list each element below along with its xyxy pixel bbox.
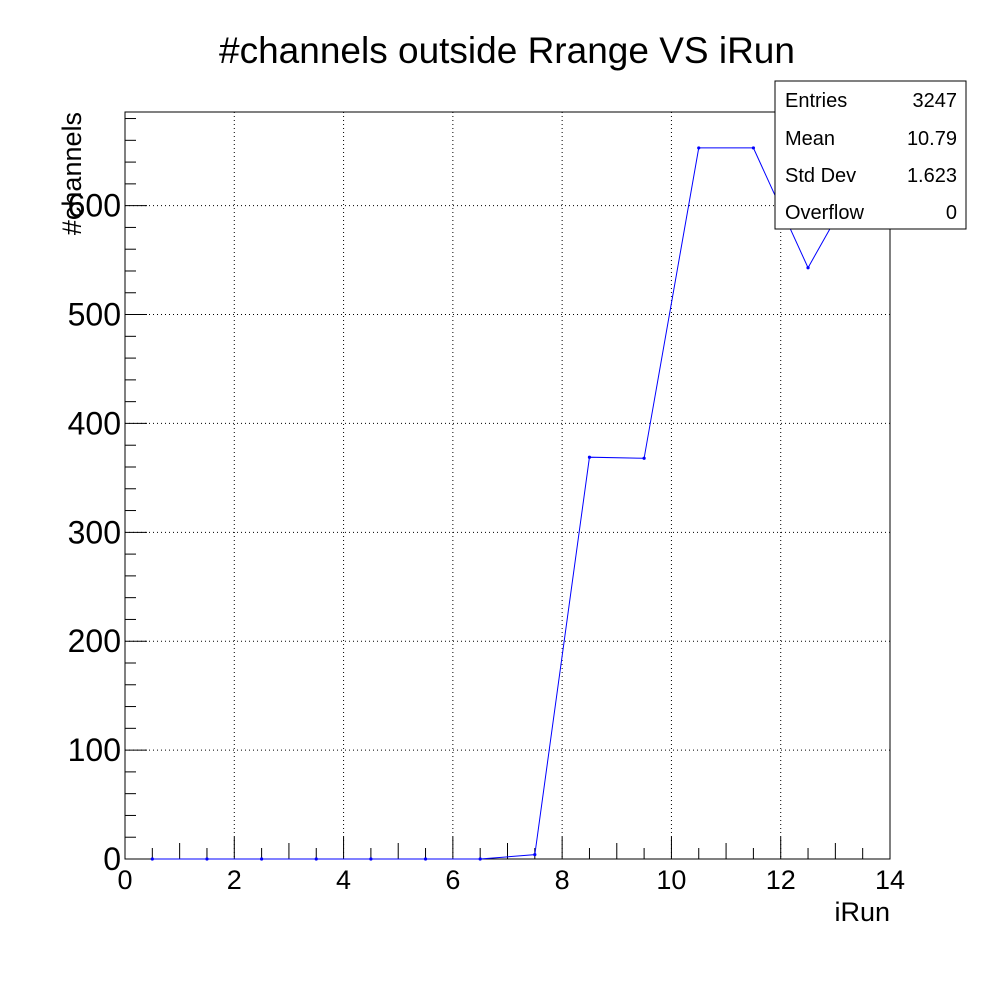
y-axis-tick-labels: 0 100 200 300 400 500 600: [68, 188, 121, 877]
data-point: [423, 857, 428, 861]
data-point: [314, 857, 318, 861]
x-tick-label: 12: [766, 865, 796, 895]
data-point: [806, 266, 810, 270]
data-point: [587, 455, 592, 459]
y-tick-label: 0: [103, 841, 121, 877]
x-tick-label: 6: [445, 865, 460, 895]
x-axis-label: iRun: [834, 897, 890, 927]
y-tick-label: 200: [68, 623, 121, 659]
x-tick-label: 14: [875, 865, 905, 895]
stats-mean-value: 10.79: [907, 128, 957, 150]
stats-overflow-label: Overflow: [785, 202, 864, 224]
stats-stddev-value: 1.623: [907, 165, 957, 187]
data-point: [533, 853, 537, 857]
data-point: [642, 456, 646, 460]
y-tick-label: 400: [68, 405, 121, 441]
stats-stddev-label: Std Dev: [785, 165, 856, 187]
x-tick-label: 4: [336, 865, 351, 895]
y-tick-label: 600: [68, 188, 121, 224]
data-point: [751, 146, 755, 150]
series-line: [152, 147, 864, 860]
stats-mean-label: Mean: [785, 128, 835, 150]
grid-lines: [125, 112, 890, 859]
stats-overflow-value: 0: [946, 202, 957, 224]
stats-entries-label: Entries: [785, 90, 847, 112]
stats-entries-value: 3247: [913, 90, 958, 112]
x-tick-label: 2: [227, 865, 242, 895]
axis-minor-ticks: [124, 118, 891, 860]
x-tick-label: 0: [117, 865, 132, 895]
y-axis-label: #channels: [57, 112, 87, 235]
y-tick-label: 100: [68, 732, 121, 768]
data-point: [205, 857, 209, 861]
chart-title: #channels outside Rrange VS iRun: [219, 30, 795, 71]
data-point: [697, 146, 701, 150]
x-axis-tick-labels: 0 2 4 6 8 10 12 14: [117, 865, 905, 895]
y-tick-label: 500: [68, 297, 121, 333]
stats-box: Entries 3247 Mean 10.79 Std Dev 1.623 Ov…: [774, 80, 967, 230]
data-series: [150, 146, 865, 861]
x-tick-label: 8: [555, 865, 570, 895]
data-point: [260, 857, 264, 861]
data-point: [369, 857, 373, 861]
data-point: [150, 857, 154, 861]
y-tick-label: 300: [68, 514, 121, 550]
data-point: [478, 857, 482, 861]
x-tick-label: 10: [656, 865, 686, 895]
stats-box-frame: [774, 80, 967, 230]
